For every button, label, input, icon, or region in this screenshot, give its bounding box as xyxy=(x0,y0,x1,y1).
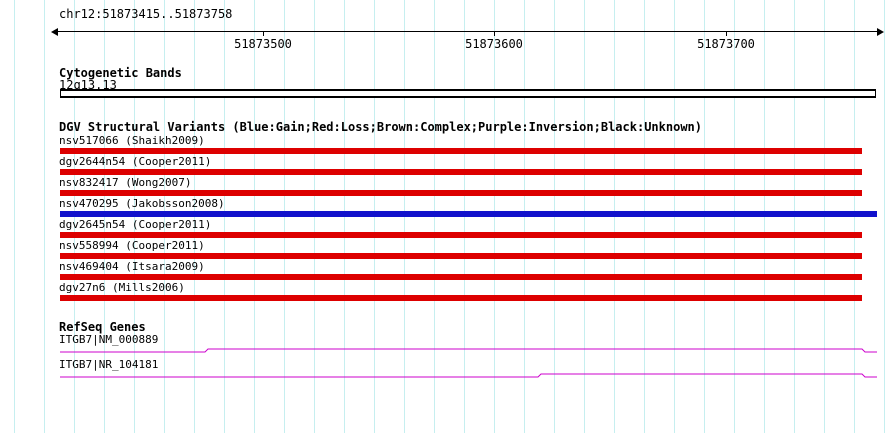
refseq-section-title: RefSeq Genes xyxy=(59,320,146,334)
ruler-tick xyxy=(726,32,727,36)
cytogenetic-band-label: 12q13.13 xyxy=(59,78,117,92)
variant-label[interactable]: nsv469404 (Itsara2009) xyxy=(59,260,205,273)
ruler-right-arrow-icon xyxy=(877,28,884,36)
variant-label[interactable]: nsv470295 (Jakobsson2008) xyxy=(59,197,225,210)
gene-label[interactable]: ITGB7|NM_000889 xyxy=(59,333,159,346)
cytogenetic-ideogram-band[interactable] xyxy=(60,89,876,98)
variant-bar[interactable] xyxy=(60,232,862,238)
ruler-tick-label: 51873600 xyxy=(465,37,523,51)
ruler-tick xyxy=(263,32,264,36)
variant-label[interactable]: dgv2644n54 (Cooper2011) xyxy=(59,155,212,168)
variant-label[interactable]: nsv832417 (Wong2007) xyxy=(59,176,192,189)
variant-bar[interactable] xyxy=(60,295,862,301)
ruler-axis-line xyxy=(57,31,878,32)
variant-bar[interactable] xyxy=(60,169,862,175)
variant-row: dgv2645n54 (Cooper2011) xyxy=(0,219,890,240)
variant-bar[interactable] xyxy=(60,274,862,280)
dgv-section-title: DGV Structural Variants (Blue:Gain;Red:L… xyxy=(59,120,702,134)
variant-row: dgv27n6 (Mills2006) xyxy=(0,282,890,303)
ruler-tick-label: 51873500 xyxy=(234,37,292,51)
variant-bar[interactable] xyxy=(60,190,862,196)
variant-row: nsv832417 (Wong2007) xyxy=(0,177,890,198)
variant-label[interactable]: dgv27n6 (Mills2006) xyxy=(59,281,185,294)
variant-bar[interactable] xyxy=(60,148,862,154)
variant-bar[interactable] xyxy=(60,253,862,259)
variant-bar[interactable] xyxy=(60,211,877,217)
variant-row: nsv558994 (Cooper2011) xyxy=(0,240,890,261)
variant-label[interactable]: nsv517066 (Shaikh2009) xyxy=(59,134,205,147)
gene-structure-glyph[interactable] xyxy=(60,371,877,379)
gene-label[interactable]: ITGB7|NR_104181 xyxy=(59,358,159,371)
variant-row: dgv2644n54 (Cooper2011) xyxy=(0,156,890,177)
ruler-tick xyxy=(494,32,495,36)
variant-label[interactable]: dgv2645n54 (Cooper2011) xyxy=(59,218,212,231)
ruler-left-arrow-icon xyxy=(51,28,58,36)
gene-structure-glyph[interactable] xyxy=(60,346,877,354)
variant-row: nsv470295 (Jakobsson2008) xyxy=(0,198,890,219)
variant-label[interactable]: nsv558994 (Cooper2011) xyxy=(59,239,205,252)
variant-row: nsv469404 (Itsara2009) xyxy=(0,261,890,282)
region-coordinates-label: chr12:51873415..51873758 xyxy=(59,7,233,21)
cytogenetic-section-title: Cytogenetic Bands xyxy=(59,66,182,80)
ruler-tick-label: 51873700 xyxy=(697,37,755,51)
variant-row: nsv517066 (Shaikh2009) xyxy=(0,135,890,156)
